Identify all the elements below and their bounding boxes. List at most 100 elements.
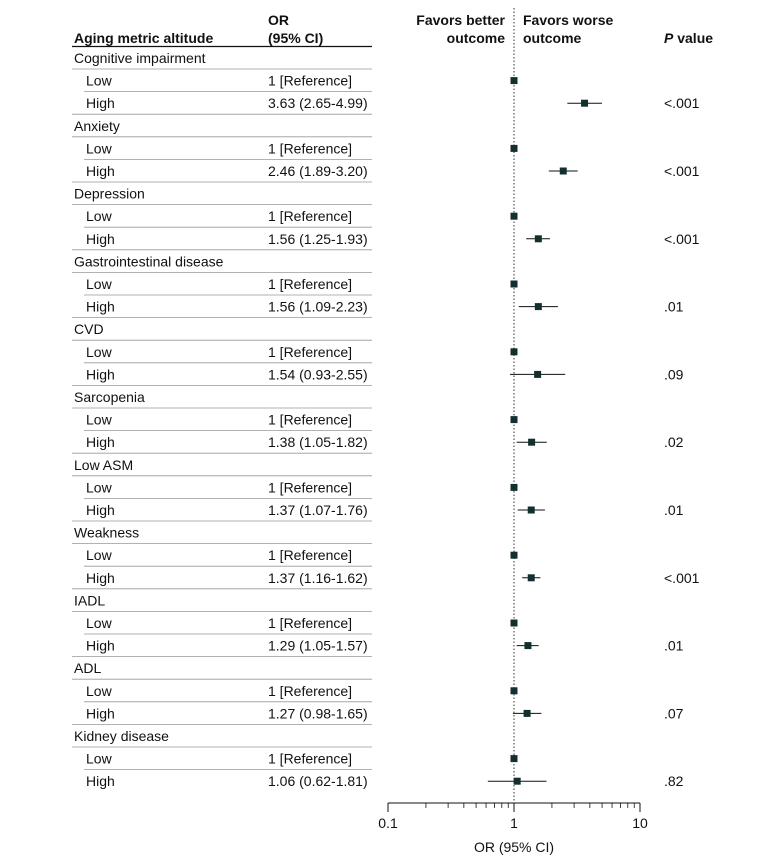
row-label: Low <box>86 751 113 767</box>
or-value: 1 [Reference] <box>268 344 352 360</box>
metric-column-header: Aging metric altitude <box>74 30 214 46</box>
p-value: .82 <box>664 773 684 789</box>
or-marker <box>527 574 535 582</box>
p-value-rest: value <box>673 30 714 46</box>
row-label: Low <box>86 344 113 360</box>
reference-marker <box>510 551 518 559</box>
group-label: Sarcopenia <box>74 389 145 405</box>
favors-worse-line1: Favors worse <box>523 12 614 28</box>
or-marker <box>527 506 535 514</box>
or-value: 1.06 (0.62-1.81) <box>268 773 368 789</box>
row-label: Low <box>86 479 113 495</box>
or-value: 1.54 (0.93-2.55) <box>268 366 368 382</box>
p-value-column-header: P value <box>664 29 713 47</box>
p-value: .02 <box>664 434 684 450</box>
or-value: 1 [Reference] <box>268 547 352 563</box>
favors-worse-label: Favors worse outcome <box>523 11 613 47</box>
or-header-line2: (95% CI) <box>268 30 324 46</box>
x-tick-label: 10 <box>632 815 648 831</box>
group-label: Weakness <box>74 525 139 541</box>
or-value: 1 [Reference] <box>268 479 352 495</box>
row-label: Low <box>86 412 113 428</box>
row-label: High <box>86 299 115 315</box>
or-value: 1 [Reference] <box>268 683 352 699</box>
row-label: Low <box>86 208 113 224</box>
or-value: 1 [Reference] <box>268 140 352 156</box>
reference-marker <box>510 77 518 85</box>
or-value: 1.37 (1.16-1.62) <box>268 570 368 586</box>
group-label: Cognitive impairment <box>74 50 206 66</box>
row-label: High <box>86 705 115 721</box>
or-value: 1.38 (1.05-1.82) <box>268 434 368 450</box>
reference-marker <box>510 483 518 491</box>
or-value: 1 [Reference] <box>268 412 352 428</box>
row-label: Low <box>86 276 113 292</box>
row-label: High <box>86 231 115 247</box>
or-marker <box>559 167 567 175</box>
p-value: <.001 <box>664 231 700 247</box>
row-label: Low <box>86 547 113 563</box>
group-label: Kidney disease <box>74 728 169 744</box>
group-label: CVD <box>74 321 104 337</box>
row-label: High <box>86 163 115 179</box>
or-marker <box>534 370 542 378</box>
row-label: Low <box>86 140 113 156</box>
or-marker <box>534 303 542 311</box>
favors-better-line2: outcome <box>446 30 505 46</box>
group-label: IADL <box>74 592 105 608</box>
reference-marker <box>510 144 518 152</box>
reference-marker <box>510 212 518 220</box>
favors-better-label: Favors better outcome <box>405 11 505 47</box>
p-value-italic: P <box>664 30 674 46</box>
or-marker <box>581 99 589 107</box>
reference-marker <box>510 755 518 763</box>
or-value: 1.27 (0.98-1.65) <box>268 705 368 721</box>
row-label: Low <box>86 615 113 631</box>
or-value: 1 [Reference] <box>268 208 352 224</box>
or-value: 1 [Reference] <box>268 73 352 89</box>
p-value: .09 <box>664 366 684 382</box>
or-marker <box>513 777 521 785</box>
or-header-line1: OR <box>268 12 289 28</box>
p-value: .01 <box>664 299 684 315</box>
p-value: <.001 <box>664 95 700 111</box>
x-tick-label: 1 <box>510 815 518 831</box>
group-label: Low ASM <box>74 457 133 473</box>
reference-marker <box>510 348 518 356</box>
or-value: 1 [Reference] <box>268 276 352 292</box>
or-value: 1.56 (1.09-2.23) <box>268 299 368 315</box>
row-label: High <box>86 638 115 654</box>
p-value: .07 <box>664 705 684 721</box>
p-value: .01 <box>664 502 684 518</box>
or-marker <box>534 235 542 243</box>
p-value: <.001 <box>664 163 700 179</box>
row-label: High <box>86 570 115 586</box>
or-marker <box>523 709 531 717</box>
group-label: Anxiety <box>74 118 120 134</box>
row-label: Low <box>86 683 113 699</box>
reference-marker <box>510 619 518 627</box>
or-value: 2.46 (1.89-3.20) <box>268 163 368 179</box>
or-value: 1.56 (1.25-1.93) <box>268 231 368 247</box>
p-value: <.001 <box>664 570 700 586</box>
favors-better-line1: Favors better <box>416 12 505 28</box>
x-axis-title: OR (95% CI) <box>474 839 554 855</box>
group-label: Gastrointestinal disease <box>74 253 224 269</box>
row-label: High <box>86 95 115 111</box>
row-label: High <box>86 502 115 518</box>
row-label: High <box>86 434 115 450</box>
x-tick-label: 0.1 <box>378 815 398 831</box>
or-value: 1 [Reference] <box>268 751 352 767</box>
or-value: 1.29 (1.05-1.57) <box>268 638 368 654</box>
or-marker <box>524 642 532 650</box>
or-value: 1 [Reference] <box>268 615 352 631</box>
p-value: .01 <box>664 638 684 654</box>
group-label: ADL <box>74 660 101 676</box>
reference-marker <box>510 416 518 424</box>
or-marker <box>528 438 536 446</box>
reference-marker <box>510 687 518 695</box>
or-value: 3.63 (2.65-4.99) <box>268 95 368 111</box>
group-label: Depression <box>74 186 145 202</box>
